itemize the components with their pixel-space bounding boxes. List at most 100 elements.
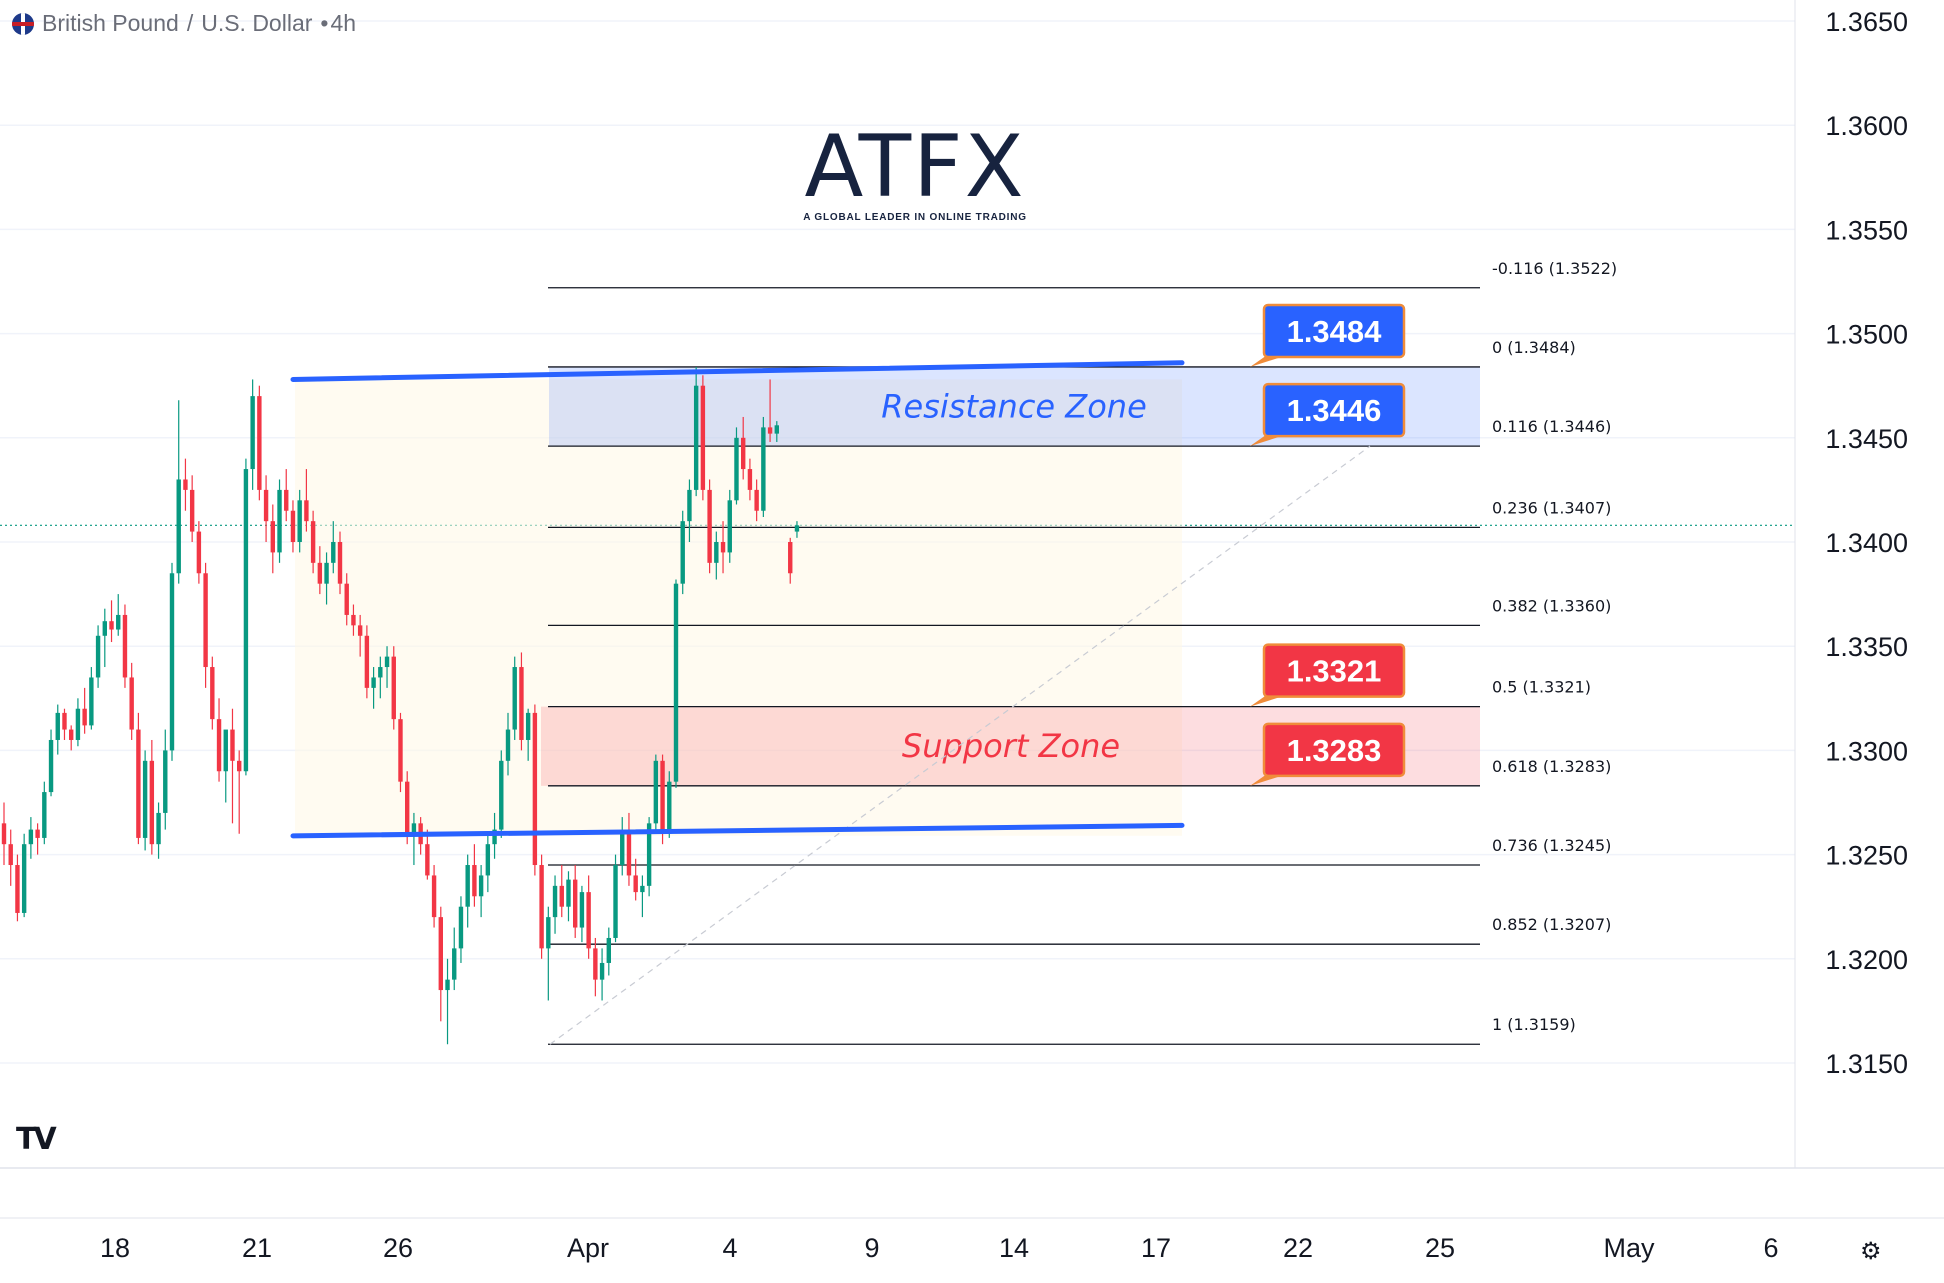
- candle-body: [593, 948, 598, 980]
- price-tick-label: 1.3200: [1825, 945, 1908, 975]
- candle-body: [196, 531, 202, 574]
- time-tick-label: Apr: [567, 1233, 609, 1263]
- candle-body: [478, 875, 484, 897]
- candle-body: [142, 760, 148, 838]
- candle-body: [599, 962, 605, 980]
- fib-trend-line: [549, 445, 1371, 1045]
- price-tick-label: 1.3350: [1825, 632, 1908, 662]
- candle-body: [405, 781, 410, 834]
- candle-body: [741, 437, 746, 470]
- candle-body: [216, 719, 222, 772]
- price-tick-label: 1.3400: [1825, 528, 1908, 558]
- candle-body: [465, 865, 470, 907]
- price-callouts[interactable]: 1.3484 1.3446 1.3321 1.3283: [1250, 303, 1406, 786]
- quote-name: U.S. Dollar: [201, 10, 313, 36]
- candle-body: [646, 823, 652, 886]
- candle-body: [284, 489, 289, 511]
- candle-body: [42, 792, 47, 838]
- callout-box: [1262, 382, 1406, 438]
- candle-body: [653, 760, 659, 824]
- callout-price-label: 1.3283: [1287, 733, 1382, 768]
- candle-body: [505, 729, 511, 761]
- candle-body: [21, 844, 27, 913]
- candle-body: [237, 760, 242, 772]
- candle-body: [364, 635, 370, 688]
- candle-body: [754, 489, 759, 511]
- candle-body: [552, 885, 558, 918]
- candle-body: [310, 521, 316, 563]
- candle-body: [532, 712, 538, 866]
- fib-level-label: 0.5 (1.3321): [1492, 678, 1591, 697]
- candle-body: [693, 385, 699, 490]
- candle-body: [317, 562, 323, 584]
- price-tick-label: 1.3150: [1825, 1049, 1908, 1079]
- tradingview-logo-icon[interactable]: TV: [16, 1122, 57, 1157]
- settings-icon[interactable]: ⚙: [1860, 1238, 1882, 1265]
- atfx-logo: ATFX A GLOBAL LEADER IN ONLINE TRADING: [800, 122, 1030, 223]
- candle-body: [257, 396, 262, 490]
- candle-body: [203, 573, 208, 668]
- candle-body: [458, 906, 464, 949]
- fib-level-label: 0.116 (1.3446): [1492, 417, 1611, 436]
- candle-body: [62, 712, 67, 730]
- candle-body: [640, 885, 645, 893]
- candle-body: [620, 833, 625, 866]
- candle-body: [626, 833, 632, 876]
- candle-body: [263, 489, 269, 522]
- trendlines[interactable]: [290, 360, 1185, 839]
- callout-price-label: 1.3484: [1287, 314, 1383, 349]
- fibonacci-retracement[interactable]: -0.116 (1.3522) 0 (1.3484) 0.116 (1.3446) 0…: [548, 259, 1617, 1045]
- candle-body: [546, 917, 551, 949]
- candle-body: [169, 573, 175, 751]
- candle-body: [243, 469, 249, 772]
- candle-body: [89, 677, 94, 726]
- candle-body: [707, 489, 712, 563]
- candle-body: [573, 879, 578, 928]
- candle-body: [767, 427, 773, 434]
- time-tick-label: 4: [722, 1233, 737, 1263]
- upper-channel-trendline: [290, 360, 1185, 382]
- candle-body: [606, 937, 611, 963]
- candle-body: [720, 542, 726, 553]
- logo-tagline: A GLOBAL LEADER IN ONLINE TRADING: [803, 212, 1027, 223]
- candle-body: [136, 729, 141, 838]
- time-axis[interactable]: 18 21 26 Apr 4 9 14 17 22 25 May 6: [100, 1233, 1779, 1263]
- time-tick-label: 18: [100, 1233, 130, 1263]
- candle-body: [586, 892, 591, 949]
- candle-body: [398, 719, 403, 782]
- candle-body: [788, 542, 793, 574]
- candle-body: [297, 500, 302, 542]
- time-tick-label: 21: [242, 1233, 272, 1263]
- candle-body: [452, 948, 457, 980]
- price-tick-label: 1.3250: [1825, 841, 1908, 871]
- time-tick-label: 14: [999, 1233, 1029, 1263]
- price-axis[interactable]: 1.3650 1.3600 1.3550 1.3500 1.3450 1.3400 1.33…: [1825, 7, 1908, 1079]
- time-tick-label: 9: [864, 1233, 879, 1263]
- candle-body: [525, 712, 531, 740]
- candle-body: [794, 525, 800, 532]
- candle-body: [579, 892, 585, 928]
- candle-body: [290, 510, 296, 542]
- callout-box: [1262, 303, 1406, 359]
- time-tick-label: 26: [383, 1233, 413, 1263]
- candle-body: [512, 667, 517, 730]
- candle-body: [371, 677, 376, 688]
- candle-body: [102, 621, 107, 636]
- candle-body: [129, 677, 134, 730]
- candle-body: [734, 437, 739, 501]
- candle-body: [357, 625, 363, 636]
- time-tick-label: 6: [1763, 1233, 1778, 1263]
- candle-body: [163, 750, 168, 813]
- candle-body: [277, 489, 282, 553]
- candle-body: [411, 823, 417, 834]
- callout-price-label: 1.3446: [1287, 393, 1382, 428]
- candle-body: [149, 760, 155, 845]
- price-tick-label: 1.3450: [1825, 424, 1908, 454]
- candle-body: [613, 865, 618, 938]
- candle-body: [667, 781, 672, 834]
- chart-header[interactable]: British Pound / U.S. Dollar • 4h: [12, 10, 356, 37]
- candle-body: [337, 542, 343, 584]
- candle-body: [270, 521, 275, 553]
- candle-body: [633, 875, 638, 893]
